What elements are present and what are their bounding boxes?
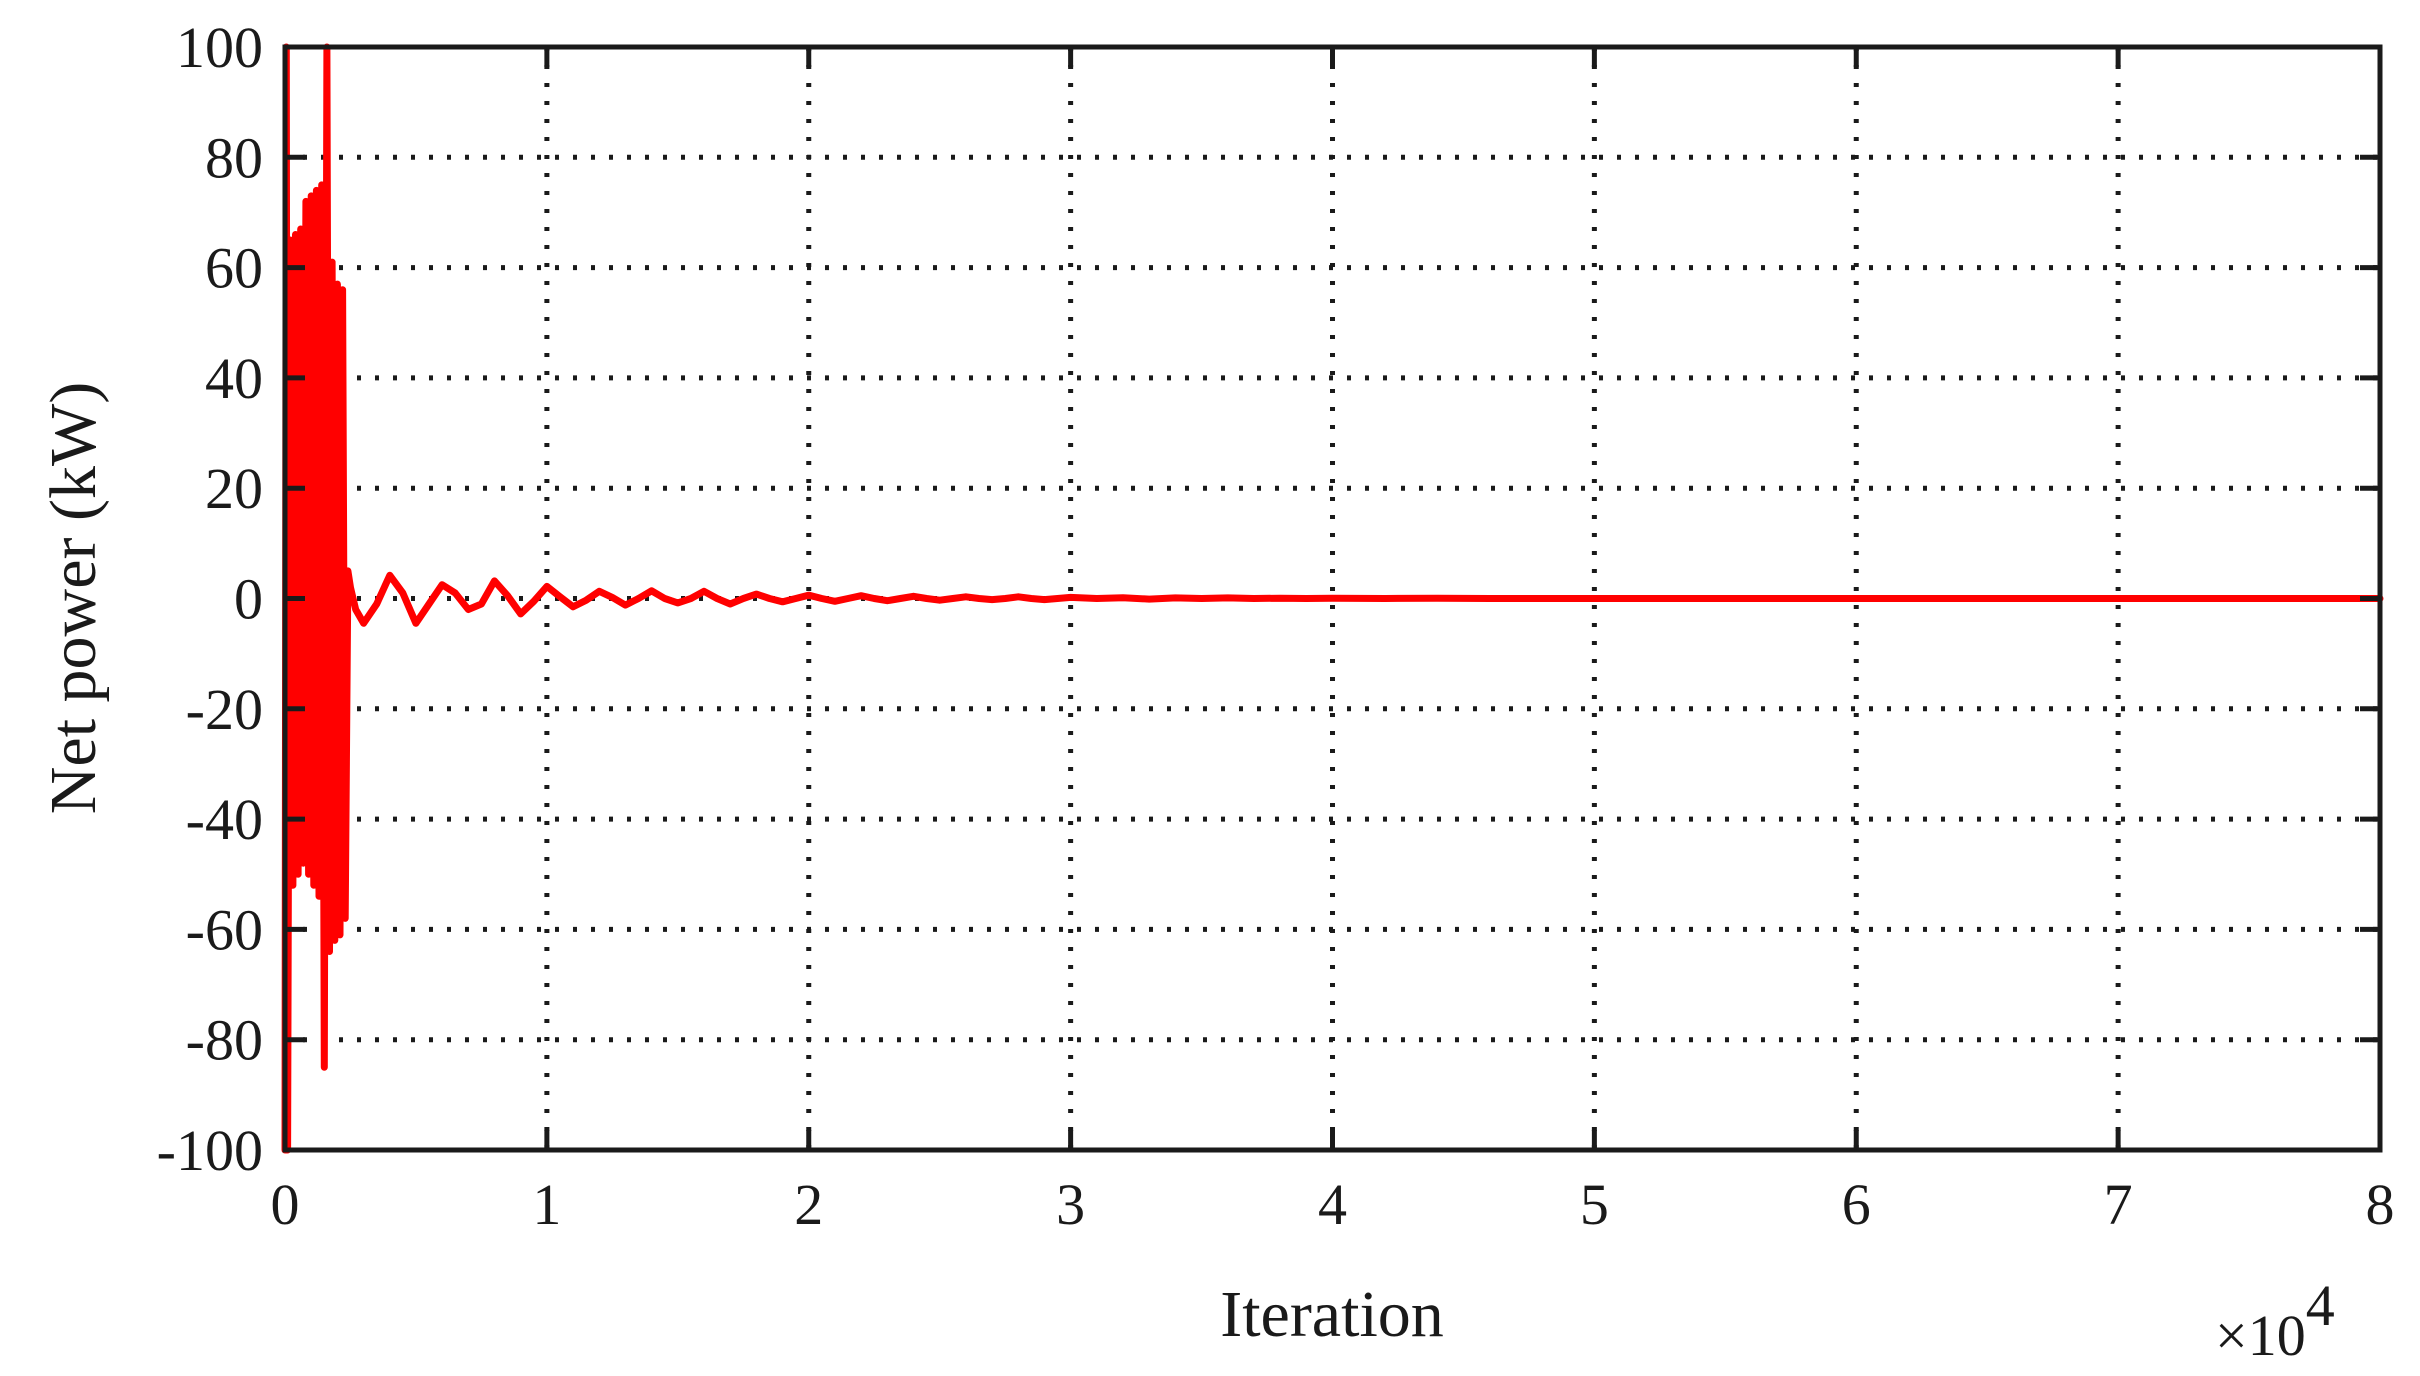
y-tick-label: -40 xyxy=(186,787,263,852)
x-multiplier-base: ×10 xyxy=(2215,1303,2306,1368)
tick-layer xyxy=(282,44,2383,1153)
x-tick-label: 2 xyxy=(794,1172,823,1237)
x-tick-label: 7 xyxy=(2104,1172,2133,1237)
y-tick-label: -60 xyxy=(186,897,263,962)
x-tick-label: 1 xyxy=(532,1172,561,1237)
y-tick-label: -20 xyxy=(186,677,263,742)
y-tick-label: -100 xyxy=(157,1118,263,1183)
x-tick-label: 6 xyxy=(1842,1172,1871,1237)
y-tick-label: 60 xyxy=(205,236,263,301)
y-tick-label: 100 xyxy=(176,15,263,80)
y-axis-label: Net power (kW) xyxy=(37,382,110,814)
y-tick-labels: 100 80 60 40 20 0 -20 -40 -60 -80 -100 xyxy=(157,15,263,1183)
x-multiplier-exponent: 4 xyxy=(2306,1273,2335,1338)
x-tick-label: 5 xyxy=(1580,1172,1609,1237)
x-tick-label: 4 xyxy=(1318,1172,1347,1237)
net-power-series-line xyxy=(281,43,2384,1154)
x-axis-label: Iteration xyxy=(1220,1278,1444,1351)
y-tick-label: 0 xyxy=(234,567,263,632)
series-layer xyxy=(281,43,2384,1154)
y-tick-label: -80 xyxy=(186,1008,263,1073)
x-tick-label: 0 xyxy=(271,1172,300,1237)
x-axis-multiplier: ×104 xyxy=(2215,1273,2335,1368)
x-tick-label: 8 xyxy=(2366,1172,2395,1237)
y-tick-label: 40 xyxy=(205,346,263,411)
x-tick-label: 3 xyxy=(1056,1172,1085,1237)
x-tick-labels: 0 1 2 3 4 5 6 7 8 xyxy=(271,1172,2395,1237)
y-tick-label: 80 xyxy=(205,125,263,190)
y-tick-label: 20 xyxy=(205,456,263,521)
